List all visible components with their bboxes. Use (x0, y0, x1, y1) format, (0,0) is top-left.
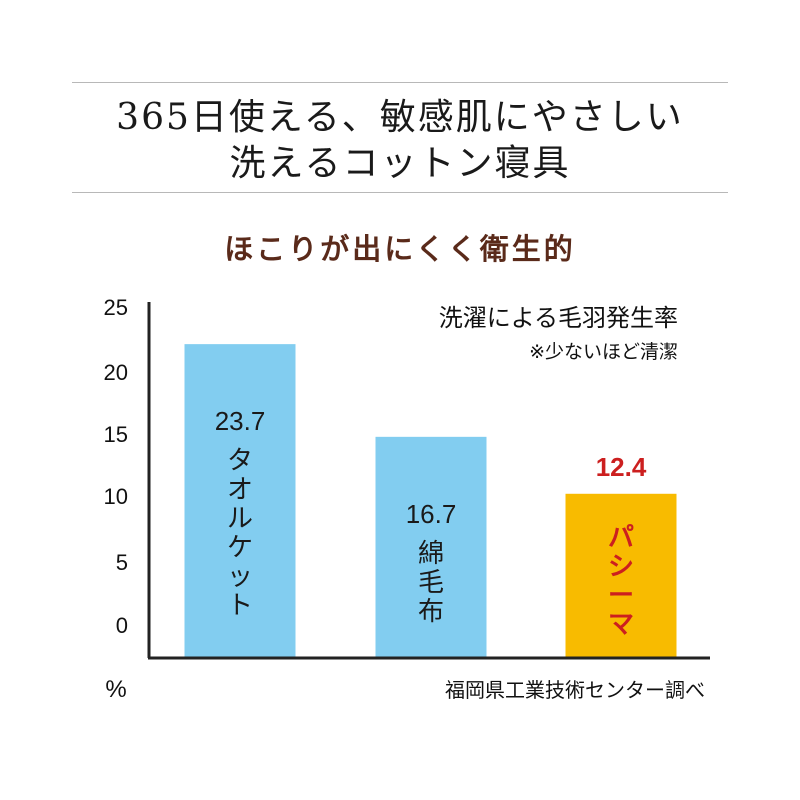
y-tick-label: 25 (104, 295, 128, 320)
y-tick-label: 20 (104, 360, 128, 385)
bar (565, 493, 677, 658)
bars-group: 23.7 タオルケット 16.7 綿毛布 12.4 パシーマ (184, 344, 677, 658)
headline-bottom-rule (72, 192, 728, 193)
chart-title: 洗濯による毛羽発生率 (439, 305, 678, 332)
bar-category-label: パシーマ (608, 523, 634, 640)
y-tick-label: 5 (116, 550, 128, 575)
bar (375, 436, 487, 658)
y-tick-labels: 0 5 10 15 20 25 (104, 295, 128, 638)
bar-value-label: 23.7 (215, 406, 266, 436)
y-tick-label: 10 (104, 484, 128, 509)
headline-top-rule (72, 82, 728, 83)
subheading: ほこりが出にくく衛生的 (224, 232, 576, 266)
bar-category-label: 綿毛布 (418, 539, 444, 627)
y-axis-unit: % (105, 676, 126, 703)
y-tick-label: 0 (116, 613, 128, 638)
y-tick-label: 15 (104, 422, 128, 447)
bar (184, 344, 296, 658)
source-note: 福岡県工業技術センター調べ (445, 679, 705, 702)
headline-line-1: 365日使える、敏感肌にやさしい (116, 97, 684, 138)
chart-subtitle: ※少ないほど清潔 (529, 341, 678, 363)
headline-line-2: 洗えるコットン寝具 (229, 143, 571, 184)
bar-value-label: 16.7 (406, 499, 457, 529)
bar-category-label: タオルケット (227, 446, 253, 621)
bar-value-label: 12.4 (596, 452, 647, 482)
